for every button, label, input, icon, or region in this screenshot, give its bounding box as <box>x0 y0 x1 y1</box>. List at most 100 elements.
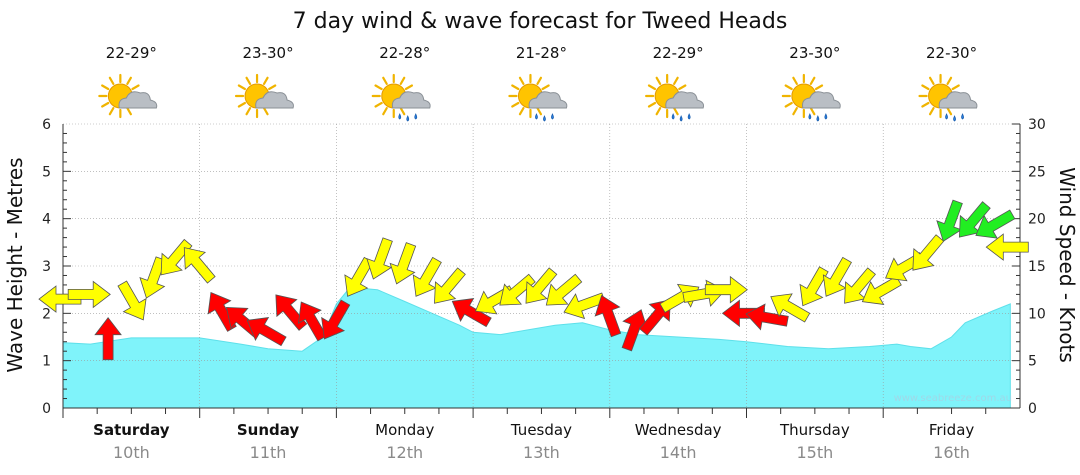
wind-arrow <box>594 294 622 338</box>
temperature-label: 21-28° <box>516 44 567 62</box>
sun-ray <box>678 84 687 91</box>
wind-arrow-shape <box>704 275 748 304</box>
sun-ray <box>108 76 115 85</box>
right-tick-label: 20 <box>1028 212 1046 228</box>
sun-ray <box>374 101 383 108</box>
sun-ray <box>655 107 662 116</box>
weather-row: 22-29° 23-30° 22-28° 21-28° 22-29° 23-30° 22-3… <box>98 44 978 122</box>
sun-ray <box>108 107 115 116</box>
wind-arrow-shape <box>366 237 393 280</box>
wind-arrow <box>389 242 417 285</box>
sun-ray <box>655 76 662 85</box>
rain-drop <box>953 115 956 122</box>
sun-cloud-rain-icon <box>781 73 841 122</box>
wind-arrow <box>499 273 536 306</box>
wind-arrow-shape <box>912 234 945 271</box>
wind-arrow <box>861 275 902 305</box>
left-axis-label: Wave Height - Metres <box>3 157 27 372</box>
wind-arrow <box>770 293 811 323</box>
rain-drop <box>543 115 546 122</box>
axes-layer: 0 1 2 3 4 5 6 0 5 10 15 20 25 30 <box>42 117 1046 418</box>
sun-ray <box>647 101 657 108</box>
sun-ray <box>921 84 930 91</box>
sun-cloud-rain-icon <box>508 73 568 122</box>
sun-ray <box>382 76 388 85</box>
sun-ray <box>946 107 953 116</box>
date-label: 13th <box>523 443 560 462</box>
day-label: Sunday <box>237 421 300 439</box>
rain-drop <box>816 115 820 122</box>
wind-arrow-shape <box>389 242 417 285</box>
wind-arrow <box>822 256 852 297</box>
right-tick-label: 10 <box>1028 306 1046 322</box>
day-label: Wednesday <box>635 421 722 439</box>
left-tick-label: 1 <box>42 354 51 370</box>
wind-arrow-shape <box>545 273 583 306</box>
sun-ray <box>928 107 935 116</box>
wind-arrow <box>545 273 583 306</box>
day-label: Monday <box>375 421 434 439</box>
left-tick-label: 2 <box>42 306 51 322</box>
wind-arrow-shape <box>94 317 122 361</box>
sun-cloud-rain-icon <box>371 73 431 122</box>
day-label: Friday <box>929 421 975 439</box>
sun-ray <box>382 107 388 116</box>
temperature-label: 22-28° <box>379 44 430 62</box>
right-tick-label: 25 <box>1028 164 1046 180</box>
wind-arrow <box>745 303 789 331</box>
watermark: www.seabreeze.com.au <box>894 393 1012 404</box>
sun-ray <box>673 107 679 116</box>
temperature-label: 22-29° <box>106 44 157 62</box>
sun-ray <box>784 101 793 108</box>
sun-ray <box>541 84 550 91</box>
sun-cloud-icon <box>98 73 158 119</box>
temperature-label: 22-30° <box>926 44 977 62</box>
sun-ray <box>792 76 798 85</box>
wind-arrow <box>139 256 166 299</box>
wind-arrow-shape <box>297 301 328 342</box>
sun-ray <box>404 84 414 91</box>
day-label: Saturday <box>93 421 170 439</box>
wind-arrow-shape <box>499 273 536 306</box>
cloud-shape <box>118 91 158 109</box>
sun-ray <box>399 107 406 116</box>
sun-ray <box>101 101 110 108</box>
wind-arrow <box>246 317 287 347</box>
wind-arrow <box>975 209 1016 239</box>
wind-arrow <box>525 267 558 304</box>
sun-ray <box>792 107 798 116</box>
wave-height-area <box>62 286 1011 409</box>
wind-arrow-shape <box>594 294 622 338</box>
sun-ray <box>399 76 406 85</box>
wind-arrow-shape <box>822 256 852 297</box>
temperature-label: 23-30° <box>243 44 294 62</box>
wind-arrow-shape <box>985 233 1029 261</box>
wind-arrow-shape <box>434 267 466 304</box>
rain-drop <box>808 113 812 120</box>
sun-ray <box>536 107 543 116</box>
sun-ray <box>268 84 277 91</box>
sun-cloud-icon <box>234 73 294 119</box>
sun-ray <box>374 84 383 91</box>
cloud-shape <box>255 91 294 109</box>
rain-drop <box>414 113 418 120</box>
wind-arrow <box>67 280 111 309</box>
wind-arrow <box>912 234 945 271</box>
wind-arrow-shape <box>321 299 351 340</box>
wind-arrow-shape <box>745 303 789 331</box>
cloud-shape <box>938 91 978 109</box>
wind-arrow <box>117 280 147 321</box>
chart-title: 7 day wind & wave forecast for Tweed Hea… <box>293 9 788 34</box>
sun-ray <box>784 84 793 91</box>
date-label: 16th <box>933 443 970 462</box>
sun-ray <box>237 84 247 91</box>
wind-arrow-shape <box>451 298 492 328</box>
sun-ray <box>814 84 824 91</box>
date-label: 12th <box>386 443 423 462</box>
cloud-shape <box>391 91 431 109</box>
rain-drop <box>535 113 538 120</box>
right-tick-label: 5 <box>1028 354 1037 370</box>
wind-arrow <box>366 237 393 280</box>
wind-arrow <box>985 233 1029 261</box>
